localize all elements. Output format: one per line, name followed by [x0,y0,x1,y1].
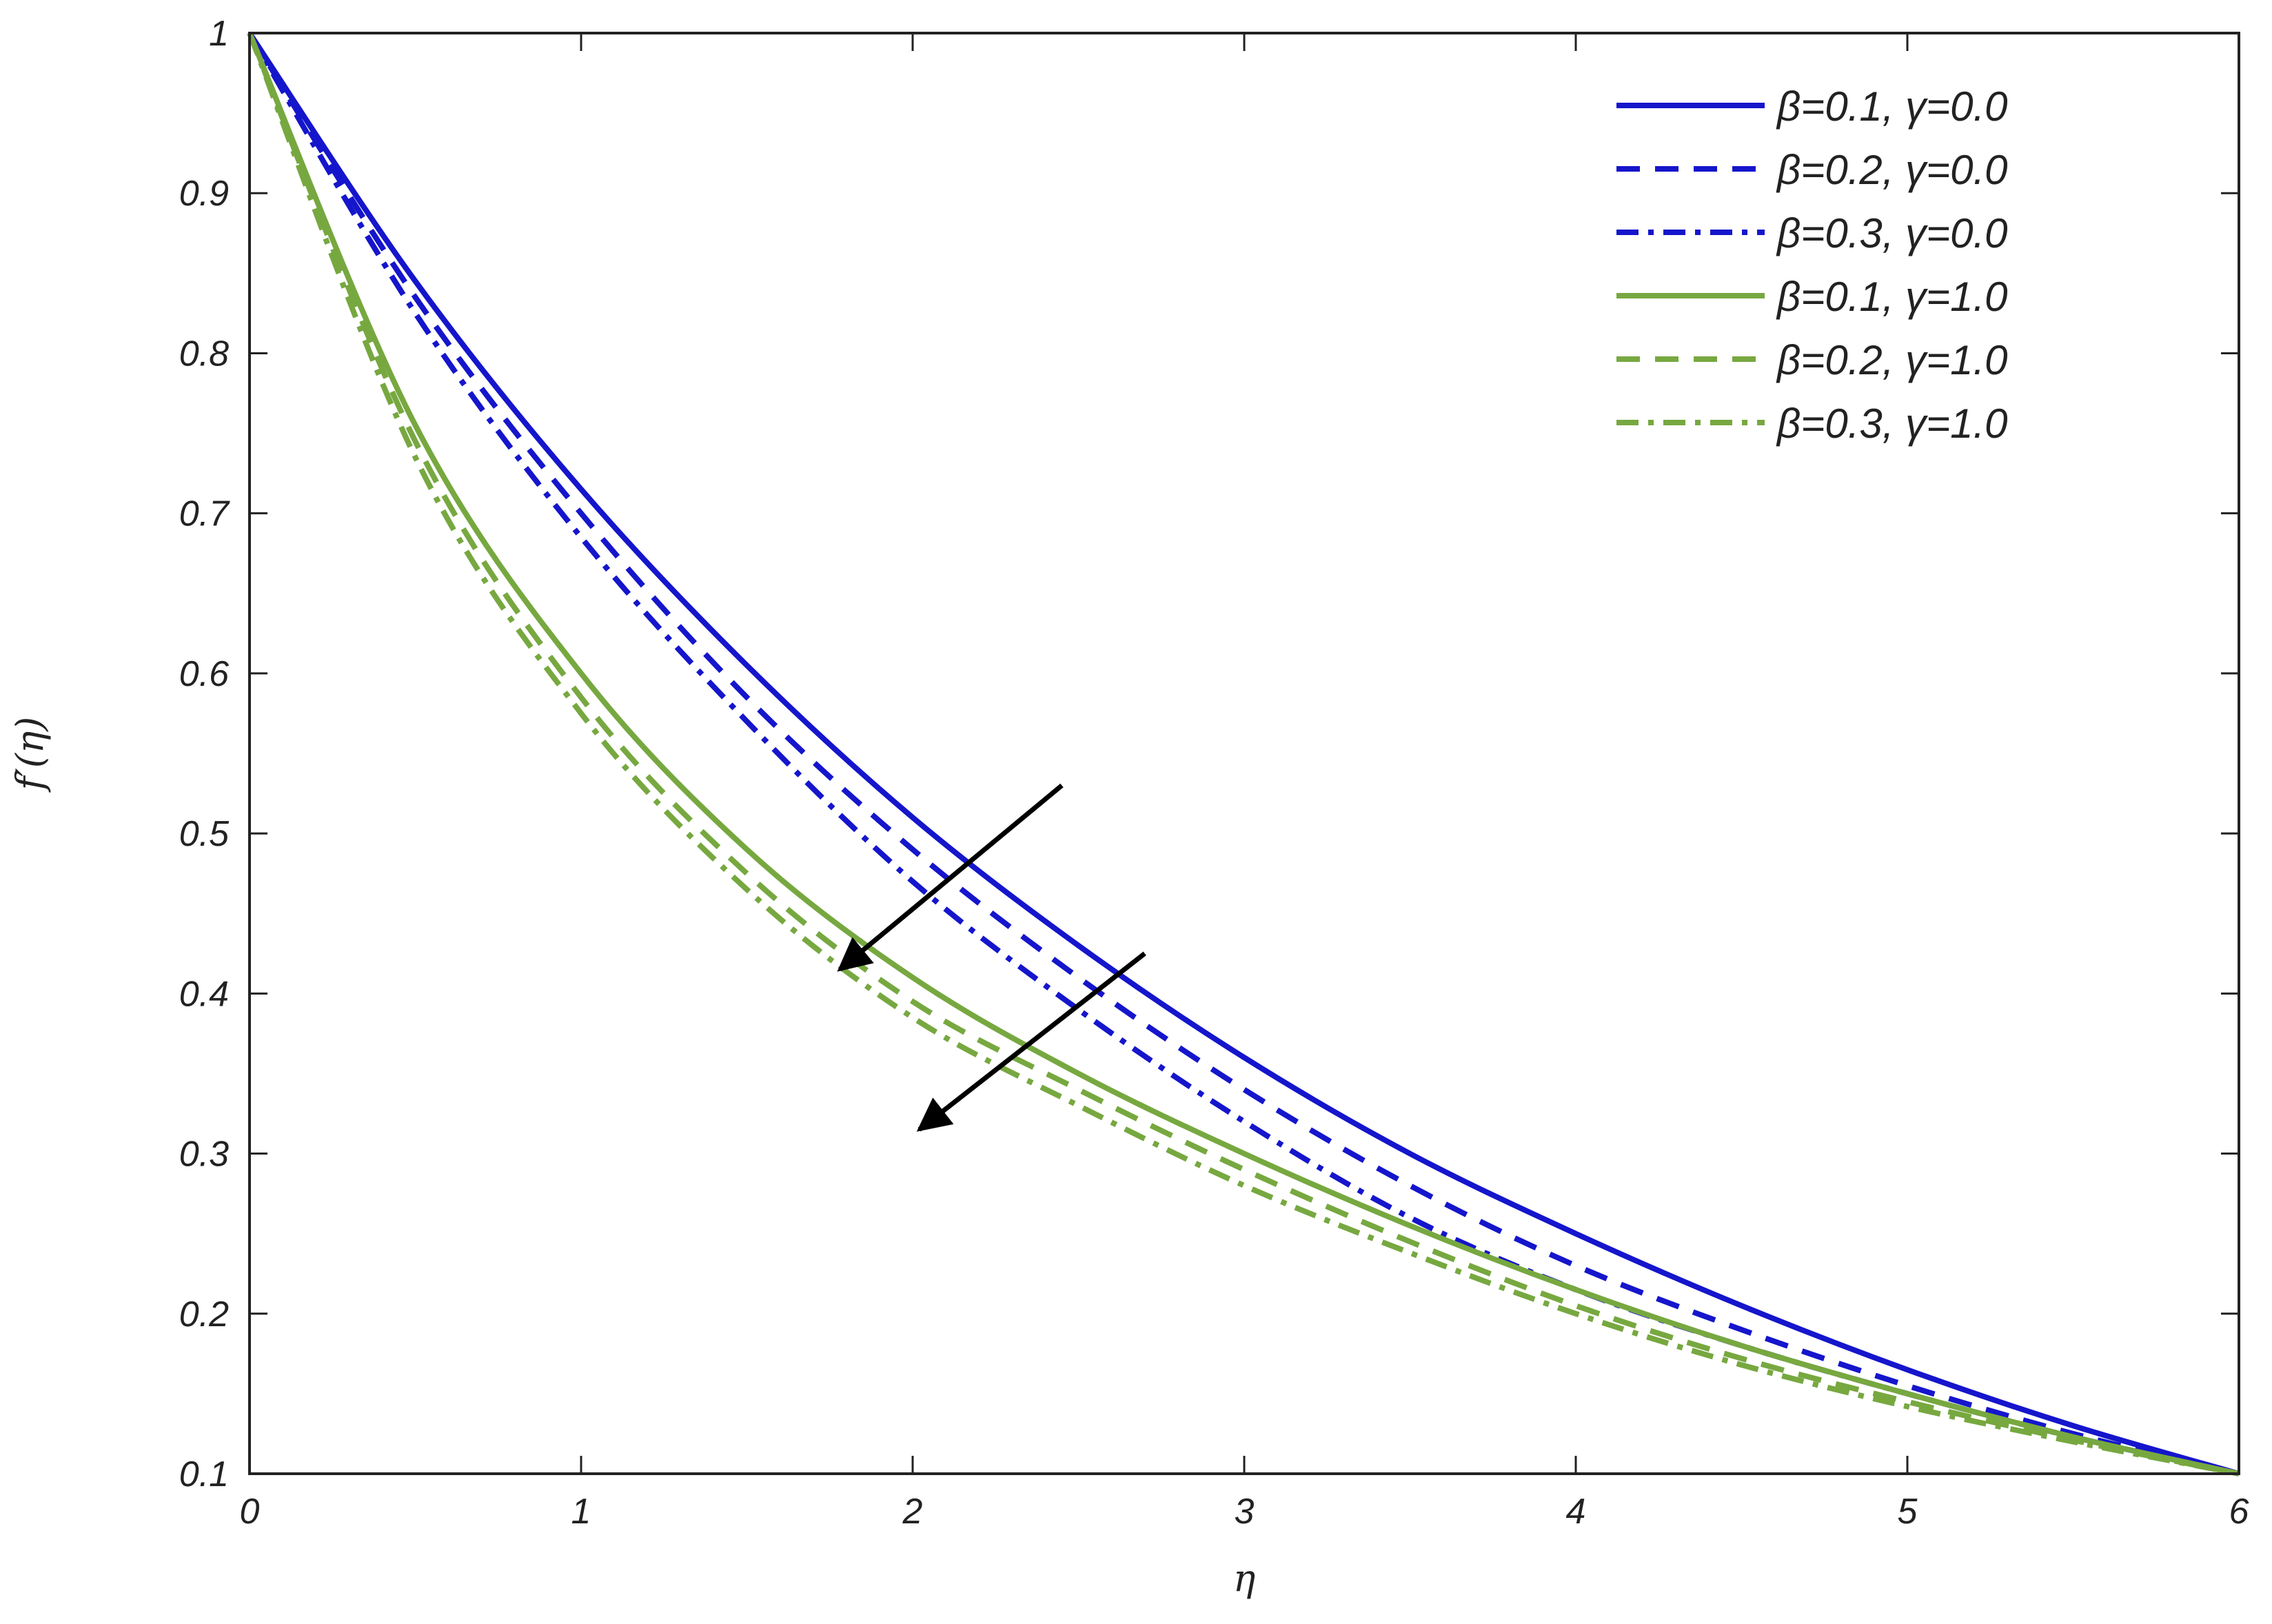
x-tick-label: 2 [902,1492,923,1532]
ticks-layer: 0 1 2 3 4 5 6 0.1 0.2 0.3 0.4 0.5 0.6 0.7 0.8 0.9 1 [179,14,2249,1532]
legend-label-4: β=0.1, γ=1.0 [1776,274,2008,320]
x-axis-label: η [1233,1556,1255,1600]
x-tick-label: 5 [1898,1492,1918,1532]
x-tick-label: 3 [1235,1492,1255,1532]
series-line-3 [247,31,2240,1476]
x-tick-label: 4 [1566,1492,1586,1532]
series-line-1 [247,31,2240,1476]
x-tick-label: 0 [240,1492,260,1532]
annotation-layer [837,783,1146,1132]
y-axis-label: f′(η) [8,717,52,793]
series-line-2 [247,31,2240,1476]
y-tick-label: 0.3 [179,1135,229,1175]
y-tick-label: 0.8 [179,334,229,374]
y-tick-label: 0.4 [179,974,229,1014]
series-line-5 [247,32,2240,1476]
legend-label-1: β=0.1, γ=0.0 [1776,83,2008,130]
y-tick-label: 0.9 [179,174,229,214]
x-tick-label: 1 [571,1492,591,1532]
series-line-6 [247,32,2240,1476]
series-line-4 [247,32,2240,1476]
x-tick-label: 6 [2229,1492,2249,1532]
y-tick-label: 0.5 [179,814,230,854]
legend-label-5: β=0.2, γ=1.0 [1776,337,2008,383]
legend-label-3: β=0.3, γ=0.0 [1776,210,2008,256]
y-tick-label: 1 [209,14,229,54]
annotation-arrow-2 [916,951,1146,1132]
y-tick-label: 0.6 [179,654,229,694]
legend-label-6: β=0.3, γ=1.0 [1776,400,2008,447]
y-tick-label: 0.2 [179,1295,229,1334]
y-tick-label: 0.1 [179,1454,229,1494]
y-tick-label: 0.7 [179,494,230,534]
legend: β=0.1, γ=0.0 β=0.2, γ=0.0 β=0.3, γ=0.0 β=0.… [1616,83,2008,447]
legend-label-2: β=0.2, γ=0.0 [1776,147,2008,193]
series-layer [247,31,2240,1476]
annotation-arrow-1 [837,783,1064,972]
